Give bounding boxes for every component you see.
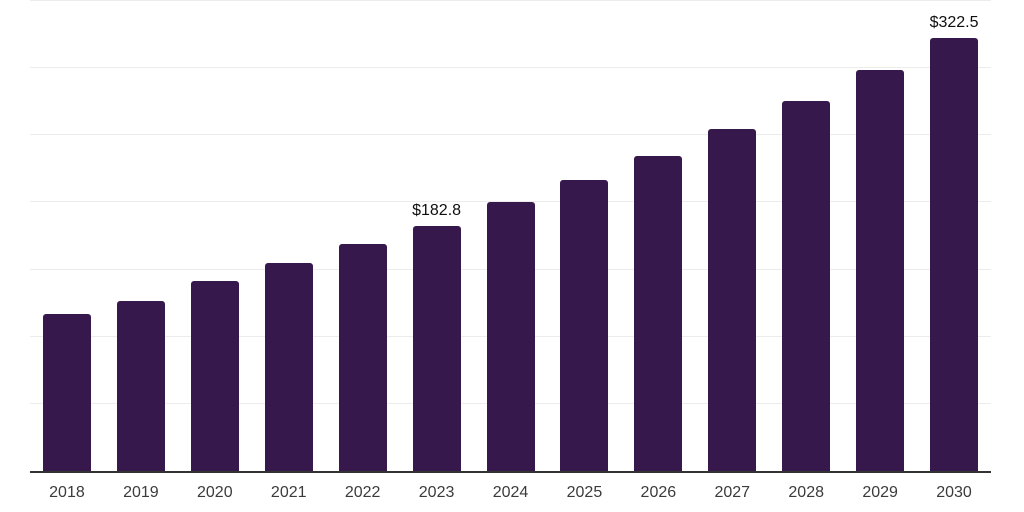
bar-2022 <box>338 244 387 471</box>
x-tick-label-2025: 2025 <box>566 484 603 501</box>
bar-2023 <box>412 225 461 471</box>
bar-2018 <box>42 314 91 471</box>
x-tick-label-2023: 2023 <box>418 484 455 501</box>
x-axis: 2018 2019 2020 2021 2022 2023 2024 2025 2026 2027… <box>30 483 991 505</box>
data-label-2030: $322.5 <box>929 13 979 31</box>
x-tick-label-2029: 2029 <box>862 484 898 501</box>
bar-2027 <box>708 129 757 471</box>
bar-2030 <box>930 37 979 471</box>
bar-2025 <box>560 180 609 471</box>
bar-2026 <box>634 156 683 471</box>
x-tick-label-2019: 2019 <box>123 484 159 501</box>
bar-2020 <box>190 280 239 471</box>
data-label-2023: $182.8 <box>412 201 462 219</box>
bar-2028 <box>782 101 831 471</box>
bar-2024 <box>486 202 535 471</box>
x-tick-label-2028: 2028 <box>788 484 824 501</box>
x-tick-label-2030: 2030 <box>936 484 972 501</box>
plot-area: $182.8 $322.5 <box>30 0 991 473</box>
bar-2021 <box>264 263 313 471</box>
x-tick-label-2020: 2020 <box>197 484 233 501</box>
gridline-300 <box>30 67 991 69</box>
x-tick-label-2026: 2026 <box>640 484 677 501</box>
x-tick-label-2018: 2018 <box>49 484 85 501</box>
gridline-350 <box>30 0 991 1</box>
x-tick-label-2021: 2021 <box>270 484 307 501</box>
x-tick-label-2022: 2022 <box>344 484 381 501</box>
gridline-250 <box>30 134 991 136</box>
x-tick-label-2027: 2027 <box>714 484 751 501</box>
bar-2029 <box>856 70 905 471</box>
x-tick-label-2024: 2024 <box>492 484 529 501</box>
gridline-200 <box>30 201 991 203</box>
bar-2019 <box>116 301 165 471</box>
